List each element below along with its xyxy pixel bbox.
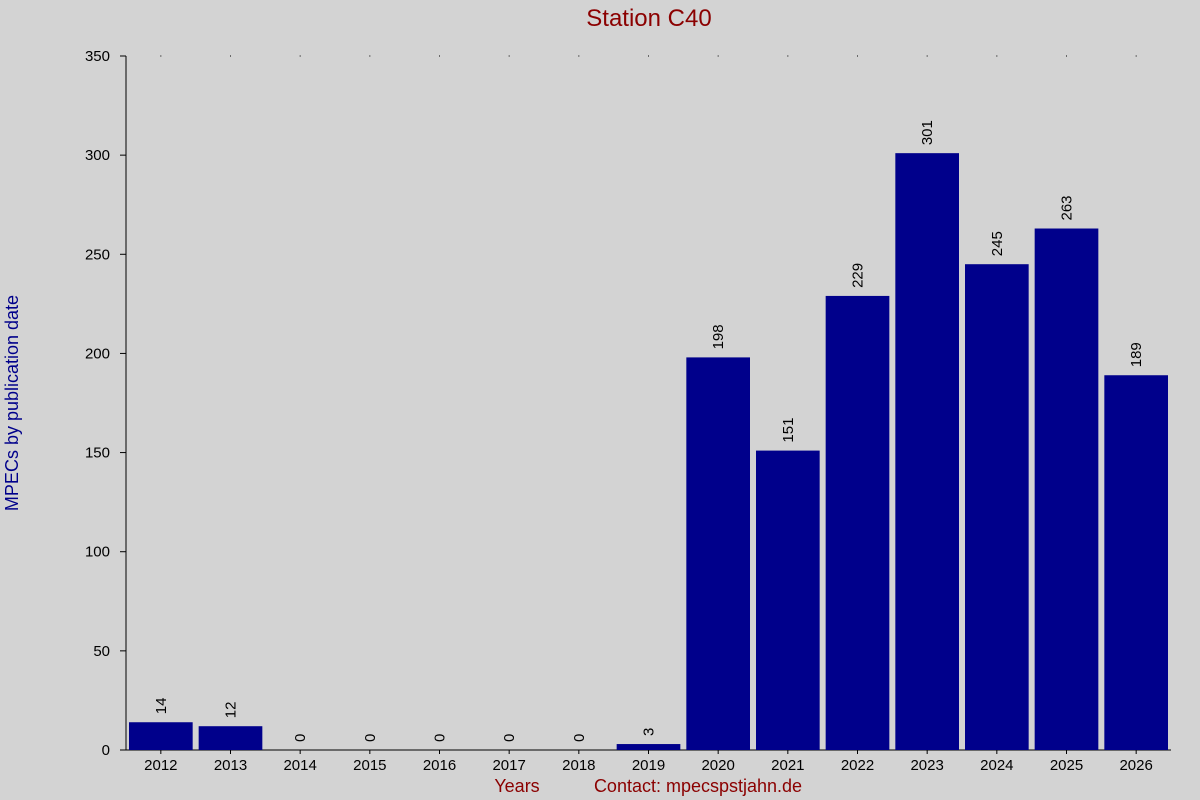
top-tick-dot bbox=[508, 55, 510, 57]
x-tick-label: 2024 bbox=[980, 757, 1013, 774]
bar-2022 bbox=[825, 295, 890, 750]
top-tick-dot bbox=[787, 55, 789, 57]
top-tick-dot bbox=[578, 55, 580, 57]
data-label: 14 bbox=[153, 698, 170, 715]
x-tick-label: 2022 bbox=[841, 757, 874, 774]
data-label: 12 bbox=[223, 702, 240, 719]
plot-area: 0501001502002503003502012142013122014020… bbox=[85, 48, 1171, 774]
x-tick-label: 2013 bbox=[214, 757, 247, 774]
x-tick-label: 2016 bbox=[423, 757, 456, 774]
y-tick-label: 150 bbox=[85, 445, 110, 462]
x-tick-label: 2012 bbox=[144, 757, 177, 774]
x-tick-label: 2023 bbox=[910, 757, 943, 774]
top-tick-dot bbox=[230, 55, 231, 57]
data-label: 151 bbox=[780, 418, 797, 443]
data-label: 189 bbox=[1128, 342, 1145, 367]
x-tick-label: 2014 bbox=[283, 757, 316, 774]
top-tick-dot bbox=[857, 55, 858, 57]
y-axis-label: MPECs by publication date bbox=[2, 295, 22, 511]
contact-footer: Contact: mpecspstjahn.de bbox=[594, 776, 802, 796]
y-tick-label: 0 bbox=[102, 742, 110, 759]
top-tick-dot bbox=[160, 55, 162, 57]
top-tick-dot bbox=[299, 55, 301, 57]
x-tick-label: 2015 bbox=[353, 757, 386, 774]
x-tick-label: 2018 bbox=[562, 757, 595, 774]
data-label: 0 bbox=[501, 734, 518, 742]
top-tick-dot bbox=[1066, 55, 1067, 57]
data-label: 0 bbox=[432, 734, 449, 742]
data-label: 0 bbox=[571, 734, 588, 742]
data-label: 301 bbox=[919, 120, 936, 145]
y-tick-label: 250 bbox=[85, 246, 110, 263]
y-tick-label: 100 bbox=[85, 544, 110, 561]
y-tick-label: 50 bbox=[93, 643, 110, 660]
data-label: 263 bbox=[1059, 195, 1076, 220]
top-tick-dot bbox=[717, 55, 719, 57]
x-tick-label: 2026 bbox=[1119, 757, 1152, 774]
top-tick-dot bbox=[996, 55, 998, 57]
x-tick-label: 2025 bbox=[1050, 757, 1083, 774]
data-label: 245 bbox=[989, 231, 1006, 256]
bar-2025 bbox=[1034, 228, 1099, 751]
bar-2023 bbox=[895, 153, 959, 750]
bar-2020 bbox=[686, 357, 750, 750]
data-label: 3 bbox=[641, 728, 658, 736]
x-tick-label: 2017 bbox=[492, 757, 525, 774]
bar-2012 bbox=[129, 722, 193, 750]
y-tick-label: 200 bbox=[85, 345, 110, 362]
bar-2013 bbox=[198, 726, 263, 750]
data-label: 0 bbox=[362, 734, 379, 742]
x-tick-label: 2021 bbox=[771, 757, 804, 774]
data-label: 198 bbox=[710, 324, 727, 349]
x-axis-label: Years bbox=[494, 776, 539, 796]
bar-2021 bbox=[756, 450, 820, 750]
bar-2024 bbox=[965, 264, 1029, 750]
data-label: 0 bbox=[292, 734, 309, 742]
top-tick-dot bbox=[1135, 55, 1137, 57]
top-tick-dot bbox=[439, 55, 440, 57]
y-tick-label: 300 bbox=[85, 147, 110, 164]
y-tick-label: 350 bbox=[85, 48, 110, 65]
x-tick-label: 2020 bbox=[701, 757, 734, 774]
data-label: 229 bbox=[850, 263, 867, 288]
x-tick-label: 2019 bbox=[632, 757, 665, 774]
top-tick-dot bbox=[926, 55, 928, 57]
top-tick-dot bbox=[648, 55, 649, 57]
bar-2019 bbox=[616, 744, 681, 750]
chart-title: Station C40 bbox=[586, 5, 711, 32]
bar-2026 bbox=[1104, 375, 1168, 750]
top-tick-dot bbox=[369, 55, 371, 57]
